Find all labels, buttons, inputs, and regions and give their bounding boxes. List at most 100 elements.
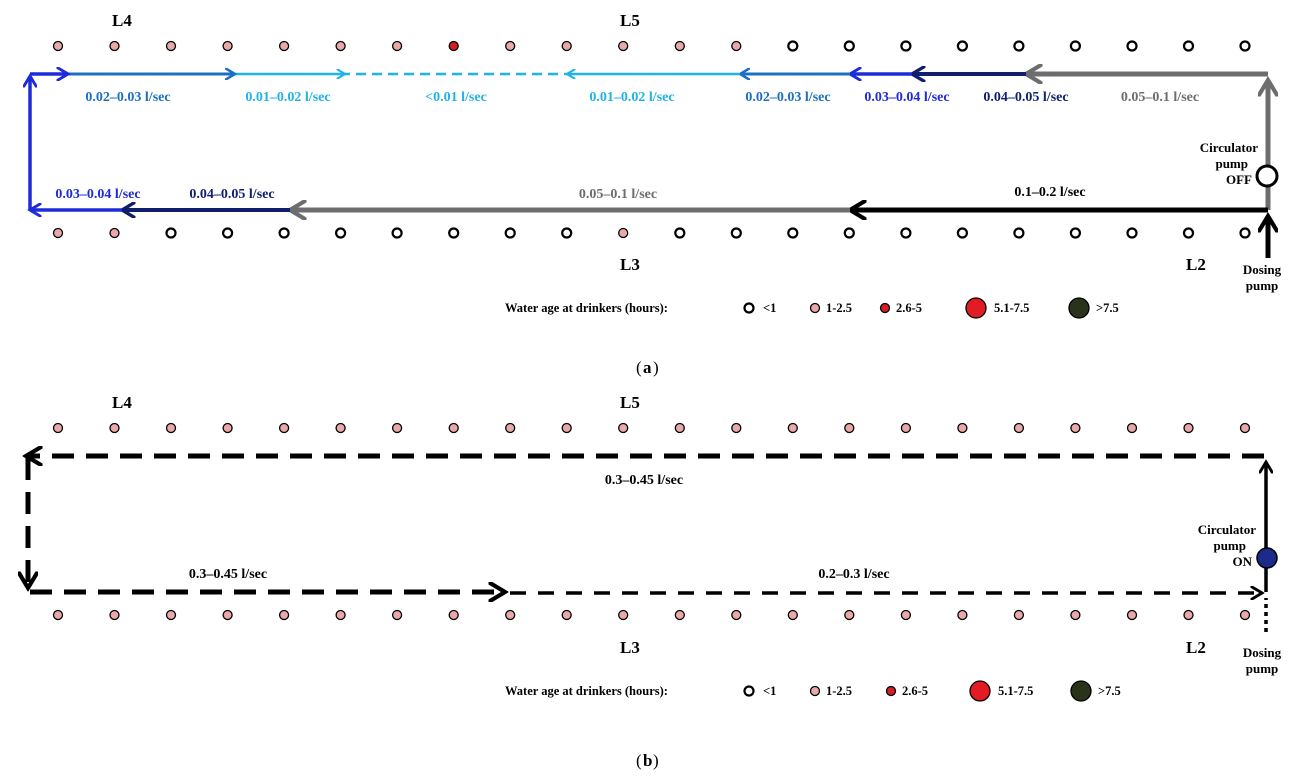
b-dosing-label-1: Dosing — [1243, 645, 1282, 660]
a-bottom-drinker-5 — [278, 227, 290, 239]
b-top-drinker-20 — [1126, 422, 1138, 434]
b-legend-label-5: >7.5 — [1098, 684, 1121, 698]
b-top-drinker-7 — [391, 422, 403, 434]
b-flow-bot-2: 0.2–0.3 l/sec — [818, 567, 889, 582]
b-top-drinker-5 — [278, 422, 290, 434]
a-caption: a — [643, 358, 652, 377]
a-flow-bot-3: 0.05–0.1 l/sec — [579, 187, 657, 202]
b-dosing-label-2: pump — [1246, 661, 1279, 676]
a-top-drinker-19 — [1069, 40, 1082, 52]
b-legend-label-4: 5.1-7.5 — [998, 684, 1033, 698]
a-top-drinker-21 — [1182, 40, 1195, 52]
b-top-drinker-8 — [448, 422, 459, 434]
b-bottom-drinker-17 — [957, 609, 968, 621]
a-bottom-drinker-20 — [1126, 227, 1138, 239]
a-top-drinker-14 — [787, 40, 799, 52]
b-bottom-drinker-8 — [448, 609, 459, 621]
b-top-drinker-17 — [957, 422, 968, 434]
a-flow-bot-1: 0.03–0.04 l/sec — [55, 187, 140, 202]
a-bottom-drinker-10 — [561, 227, 573, 239]
b-bottom-drinker-22 — [1239, 609, 1251, 621]
a-top-drinker-15 — [843, 40, 855, 52]
b-top-drinker-18 — [1013, 422, 1025, 434]
b-top-drinker-12 — [674, 422, 685, 434]
a-legend-swatch-5 — [1068, 297, 1090, 319]
b-caption: b — [643, 751, 652, 770]
b-bottom-drinker-15 — [844, 609, 855, 621]
a-legend-swatch-2 — [809, 302, 821, 314]
b-legend-label-2: 1-2.5 — [826, 684, 852, 698]
a-flow-top-3: <0.01 l/sec — [425, 90, 487, 105]
a-top-drinker-17 — [956, 40, 969, 52]
a-top-drinker-7 — [391, 40, 403, 52]
a-top-drinker-18 — [1013, 40, 1025, 52]
a-bottom-drinker-19 — [1069, 227, 1082, 239]
a-top-drinker-10 — [561, 40, 572, 52]
a-flow-top-2: 0.01–0.02 l/sec — [245, 90, 330, 105]
a-top-drinker-11 — [618, 40, 629, 52]
a-top-drinker-6 — [335, 40, 346, 52]
a-top-drinker-13 — [731, 40, 742, 52]
a-legend-label-3: 2.6-5 — [896, 301, 922, 315]
a-top-drinker-4 — [222, 40, 233, 52]
b-legend-swatch-4 — [969, 680, 991, 702]
b-pump-label-2: pump — [1213, 538, 1246, 553]
b-top-drinker-10 — [561, 422, 572, 434]
a-legend-label-2: 1-2.5 — [826, 301, 852, 315]
a-legend-swatch-4 — [965, 297, 987, 319]
a-flow-bot-4: 0.1–0.2 l/sec — [1014, 185, 1085, 200]
b-line-label-l3: L3 — [620, 638, 640, 657]
a-bottom-drinker-12 — [674, 227, 686, 239]
b-top-drinker-21 — [1183, 422, 1194, 434]
b-pump-label-1: Circulator — [1198, 522, 1256, 537]
a-top-drinker-9 — [505, 40, 516, 52]
a-flow-top-7: 0.04–0.05 l/sec — [983, 90, 1068, 105]
a-pump-label-3: OFF — [1226, 172, 1252, 187]
b-legend-swatch-1 — [743, 685, 755, 697]
a-bottom-drinker-4 — [222, 227, 234, 239]
a-top-drinker-20 — [1126, 40, 1138, 52]
b-legend-label-3: 2.6-5 — [902, 684, 928, 698]
a-line-label-l3: L3 — [620, 255, 640, 274]
b-top-drinker-4 — [222, 422, 233, 434]
a-bottom-drinker-17 — [956, 227, 969, 239]
a-legend-label-1: <1 — [763, 301, 776, 315]
a-top-drinker-5 — [278, 40, 290, 52]
a-flow-top-6: 0.03–0.04 l/sec — [864, 90, 949, 105]
panel-b-pipes — [26, 456, 1266, 632]
a-line-label-l2: L2 — [1186, 255, 1206, 274]
a-bottom-drinker-2 — [109, 227, 120, 239]
a-bottom-drinker-15 — [843, 227, 855, 239]
a-bottom-drinker-21 — [1182, 227, 1195, 239]
a-flow-top-5: 0.02–0.03 l/sec — [745, 90, 830, 105]
b-line-label-l5: L5 — [620, 393, 640, 412]
a-line-label-l5: L5 — [620, 11, 640, 30]
a-caption-close: ) — [653, 358, 659, 377]
b-bottom-drinker-6 — [335, 609, 346, 621]
a-bottom-drinker-8 — [448, 227, 460, 239]
a-top-drinker-1 — [52, 40, 64, 52]
b-bottom-drinker-14 — [787, 609, 798, 621]
a-dosing-label-2: pump — [1246, 278, 1279, 293]
a-bottom-drinker-22 — [1239, 227, 1251, 239]
b-bottom-drinker-10 — [561, 609, 572, 621]
b-bottom-drinker-1 — [52, 609, 64, 621]
a-bottom-drinker-7 — [391, 227, 403, 239]
b-top-drinker-19 — [1070, 422, 1081, 434]
b-top-drinker-15 — [844, 422, 855, 434]
b-bottom-drinker-5 — [278, 609, 290, 621]
a-flow-top-4: 0.01–0.02 l/sec — [589, 90, 674, 105]
b-line-label-l2: L2 — [1186, 638, 1206, 657]
a-legend-swatch-3 — [879, 302, 891, 314]
b-bottom-drinker-11 — [618, 609, 629, 621]
a-flow-top-8: 0.05–0.1 l/sec — [1121, 90, 1199, 105]
b-line-label-l4: L4 — [112, 393, 132, 412]
a-bottom-drinker-14 — [787, 227, 799, 239]
b-bottom-drinker-21 — [1183, 609, 1194, 621]
b-legend-title: Water age at drinkers (hours): — [505, 684, 668, 698]
a-bottom-drinker-16 — [900, 227, 912, 239]
b-legend: Water age at drinkers (hours): <1 1-2.5 … — [505, 680, 1121, 702]
a-bottom-drinker-1 — [52, 227, 64, 239]
a-flow-bot-2: 0.04–0.05 l/sec — [189, 187, 274, 202]
